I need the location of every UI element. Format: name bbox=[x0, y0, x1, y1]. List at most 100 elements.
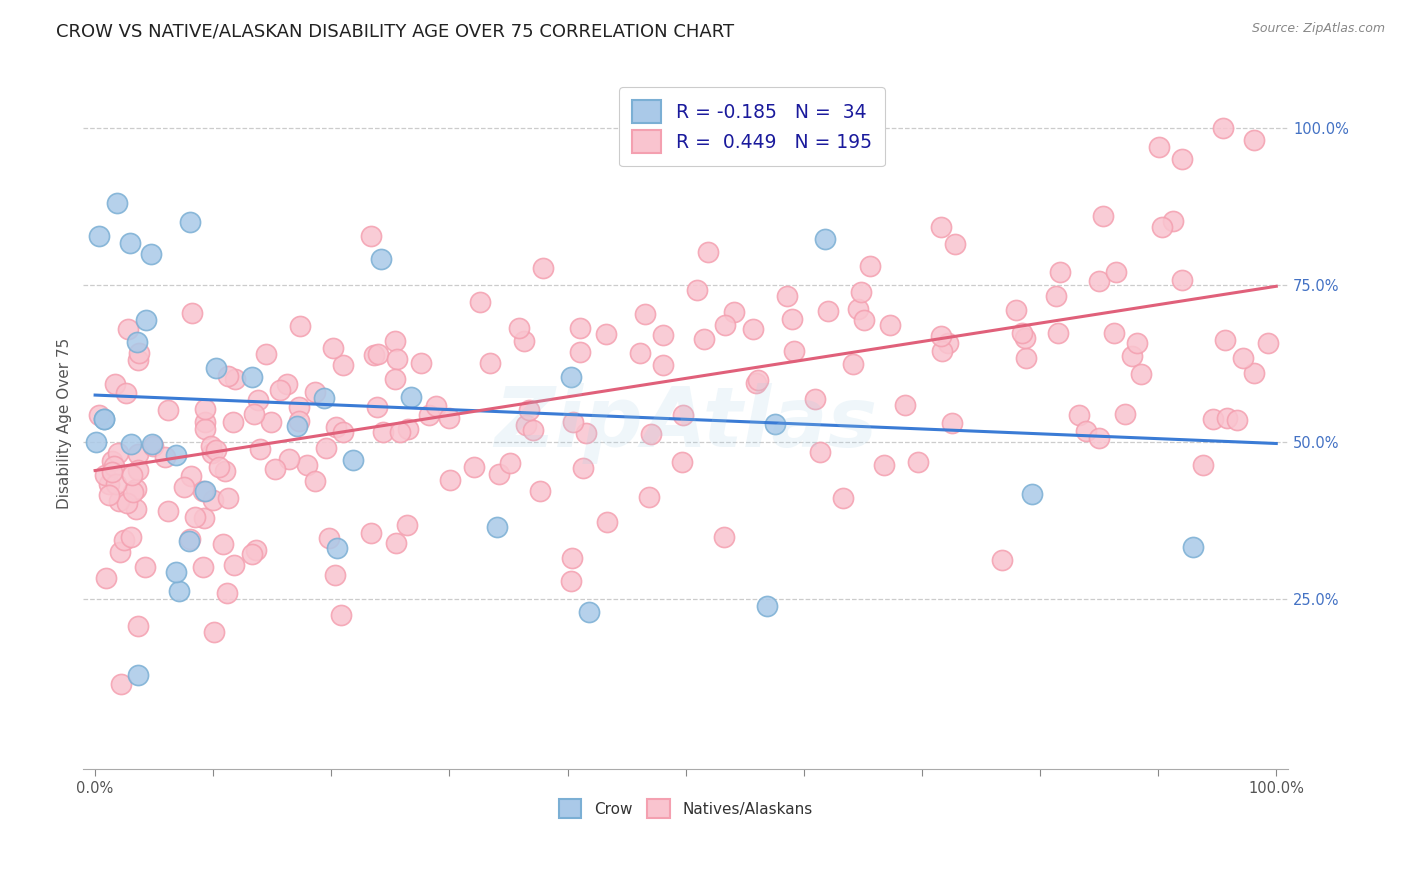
Point bbox=[325, 567, 347, 582]
Point bbox=[671, 455, 693, 469]
Point bbox=[384, 372, 406, 386]
Point bbox=[193, 402, 215, 417]
Point bbox=[180, 306, 202, 320]
Point bbox=[87, 408, 110, 422]
Point bbox=[245, 542, 267, 557]
Point bbox=[194, 483, 217, 498]
Point bbox=[529, 483, 551, 498]
Point bbox=[745, 376, 768, 390]
Point bbox=[105, 196, 128, 211]
Point bbox=[894, 398, 917, 412]
Point bbox=[575, 426, 598, 441]
Point bbox=[360, 526, 382, 541]
Point bbox=[117, 321, 139, 335]
Point bbox=[212, 537, 235, 551]
Point bbox=[367, 346, 389, 360]
Point bbox=[304, 475, 326, 489]
Point bbox=[389, 425, 412, 439]
Point bbox=[519, 403, 541, 417]
Point bbox=[873, 458, 896, 472]
Point bbox=[852, 312, 875, 326]
Point bbox=[205, 361, 228, 376]
Point bbox=[696, 245, 718, 260]
Point bbox=[125, 335, 148, 350]
Point bbox=[288, 414, 311, 428]
Point bbox=[396, 518, 419, 533]
Point bbox=[332, 425, 354, 439]
Point bbox=[568, 345, 591, 359]
Text: Source: ZipAtlas.com: Source: ZipAtlas.com bbox=[1251, 22, 1385, 36]
Point bbox=[97, 476, 120, 491]
Y-axis label: Disability Age Over 75: Disability Age Over 75 bbox=[58, 338, 72, 509]
Point bbox=[808, 445, 831, 459]
Point bbox=[723, 304, 745, 318]
Point bbox=[179, 532, 201, 546]
Legend: Crow, Natives/Alaskans: Crow, Natives/Alaskans bbox=[553, 793, 818, 824]
Point bbox=[1005, 303, 1028, 318]
Point bbox=[290, 319, 312, 334]
Point bbox=[478, 356, 501, 370]
Point bbox=[842, 357, 865, 371]
Point bbox=[173, 480, 195, 494]
Point bbox=[191, 483, 214, 498]
Point bbox=[1192, 458, 1215, 472]
Point bbox=[1015, 351, 1038, 365]
Point bbox=[112, 533, 135, 548]
Point bbox=[312, 391, 335, 405]
Point bbox=[193, 511, 215, 525]
Point bbox=[204, 443, 226, 458]
Point bbox=[1171, 273, 1194, 287]
Point bbox=[578, 605, 600, 619]
Point bbox=[108, 544, 131, 558]
Point bbox=[742, 322, 765, 336]
Point bbox=[508, 320, 530, 334]
Point bbox=[94, 468, 117, 483]
Point bbox=[907, 455, 929, 469]
Point bbox=[814, 231, 837, 245]
Point bbox=[747, 373, 769, 387]
Point bbox=[1232, 351, 1254, 366]
Point bbox=[401, 390, 423, 404]
Point bbox=[121, 467, 143, 482]
Point bbox=[373, 425, 395, 439]
Point bbox=[180, 468, 202, 483]
Point bbox=[831, 491, 853, 505]
Point bbox=[817, 304, 839, 318]
Point bbox=[167, 584, 190, 599]
Point bbox=[254, 346, 277, 360]
Point bbox=[179, 215, 201, 229]
Point bbox=[936, 335, 959, 350]
Point bbox=[177, 534, 200, 549]
Point bbox=[246, 392, 269, 407]
Point bbox=[651, 327, 673, 342]
Point bbox=[1147, 139, 1170, 153]
Point bbox=[295, 458, 318, 473]
Point bbox=[165, 448, 187, 462]
Point bbox=[224, 372, 246, 386]
Point bbox=[1011, 326, 1033, 341]
Point bbox=[1257, 335, 1279, 350]
Point bbox=[87, 229, 110, 244]
Point bbox=[1243, 133, 1265, 147]
Point bbox=[693, 332, 716, 346]
Point bbox=[672, 408, 695, 422]
Point bbox=[1243, 366, 1265, 380]
Point bbox=[135, 313, 157, 327]
Point bbox=[879, 318, 901, 333]
Point bbox=[1076, 424, 1098, 438]
Point bbox=[104, 376, 127, 391]
Point bbox=[859, 260, 882, 274]
Point bbox=[215, 586, 238, 600]
Point bbox=[1182, 540, 1205, 554]
Point bbox=[342, 453, 364, 467]
Point bbox=[1088, 274, 1111, 288]
Point bbox=[628, 345, 651, 359]
Point bbox=[1021, 487, 1043, 501]
Point bbox=[125, 483, 148, 497]
Point bbox=[127, 668, 149, 682]
Point bbox=[193, 560, 215, 574]
Point bbox=[183, 510, 205, 524]
Point bbox=[943, 237, 966, 252]
Point bbox=[686, 284, 709, 298]
Point bbox=[288, 401, 311, 415]
